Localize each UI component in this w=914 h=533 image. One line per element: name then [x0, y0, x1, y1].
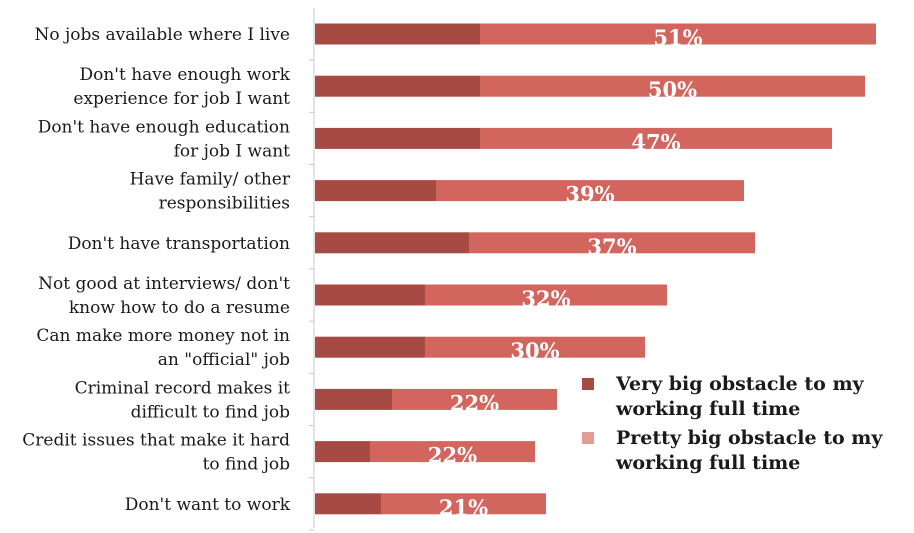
legend: Very big obstacle to my working full tim…	[582, 372, 912, 480]
bar-very-big-2	[315, 75, 480, 97]
category-label-9-line-2: to find job	[203, 455, 291, 475]
bar-very-big-6	[315, 284, 425, 306]
category-label-9-line-1: Credit issues that make it hard	[22, 431, 290, 451]
bar-pretty-big-7	[425, 336, 645, 358]
legend-label-pretty-big: Pretty big obstacle to my working full t…	[616, 427, 883, 474]
category-label-10: Don't want to work	[125, 495, 291, 515]
bar-very-big-4	[315, 180, 436, 202]
category-label-4-line-2: responsibilities	[159, 194, 290, 214]
data-label-6: 32%	[521, 286, 570, 311]
category-label-5: Don't have transportation	[68, 234, 290, 254]
data-label-2: 50%	[648, 77, 697, 102]
bar-very-big-9	[315, 441, 370, 463]
legend-label-very-big: Very big obstacle to my working full tim…	[616, 373, 864, 420]
bar-very-big-3	[315, 127, 480, 149]
category-label-2-line-1: Don't have enough work	[79, 65, 290, 85]
data-label-7: 30%	[510, 338, 559, 363]
bar-pretty-big-3	[480, 127, 832, 149]
legend-item-pretty-big: Pretty big obstacle to my working full t…	[582, 426, 912, 476]
bar-pretty-big-9	[370, 441, 535, 463]
bar-very-big-5	[315, 232, 469, 254]
category-label-1: No jobs available where I live	[34, 25, 290, 45]
bar-very-big-10	[315, 493, 381, 515]
category-label-3-line-1: Don't have enough education	[38, 117, 290, 137]
bar-pretty-big-4	[436, 180, 744, 202]
data-label-1: 51%	[653, 25, 702, 50]
bar-very-big-7	[315, 336, 425, 358]
category-label-2-line-2: experience for job I want	[73, 89, 290, 109]
data-label-4: 39%	[565, 182, 614, 207]
bar-pretty-big-2	[480, 75, 865, 97]
data-label-9: 22%	[428, 443, 477, 468]
category-label-8-line-2: difficult to find job	[131, 402, 291, 422]
category-label-3-line-2: for job I want	[174, 141, 291, 161]
bar-pretty-big-10	[381, 493, 546, 515]
data-label-8: 22%	[450, 390, 499, 415]
bar-pretty-big-8	[392, 388, 557, 410]
bar-pretty-big-5	[469, 232, 755, 254]
bar-very-big-8	[315, 388, 392, 410]
category-label-7-line-2: an "official" job	[158, 350, 290, 370]
data-label-3: 47%	[631, 129, 680, 154]
category-label-8-line-1: Criminal record makes it	[75, 378, 291, 398]
category-label-6-line-2: know how to do a resume	[69, 298, 290, 318]
category-label-7-line-1: Can make more money not in	[36, 326, 290, 346]
legend-swatch-very-big	[582, 378, 594, 390]
bar-pretty-big-1	[480, 23, 876, 45]
legend-swatch-pretty-big	[582, 432, 594, 444]
category-label-4-line-1: Have family/ other	[130, 170, 291, 190]
bar-very-big-1	[315, 23, 480, 45]
legend-item-very-big: Very big obstacle to my working full tim…	[582, 372, 912, 422]
bar-pretty-big-6	[425, 284, 667, 306]
data-label-10: 21%	[439, 495, 488, 520]
data-label-5: 37%	[587, 234, 636, 259]
category-label-6-line-1: Not good at interviews/ don't	[38, 274, 290, 294]
